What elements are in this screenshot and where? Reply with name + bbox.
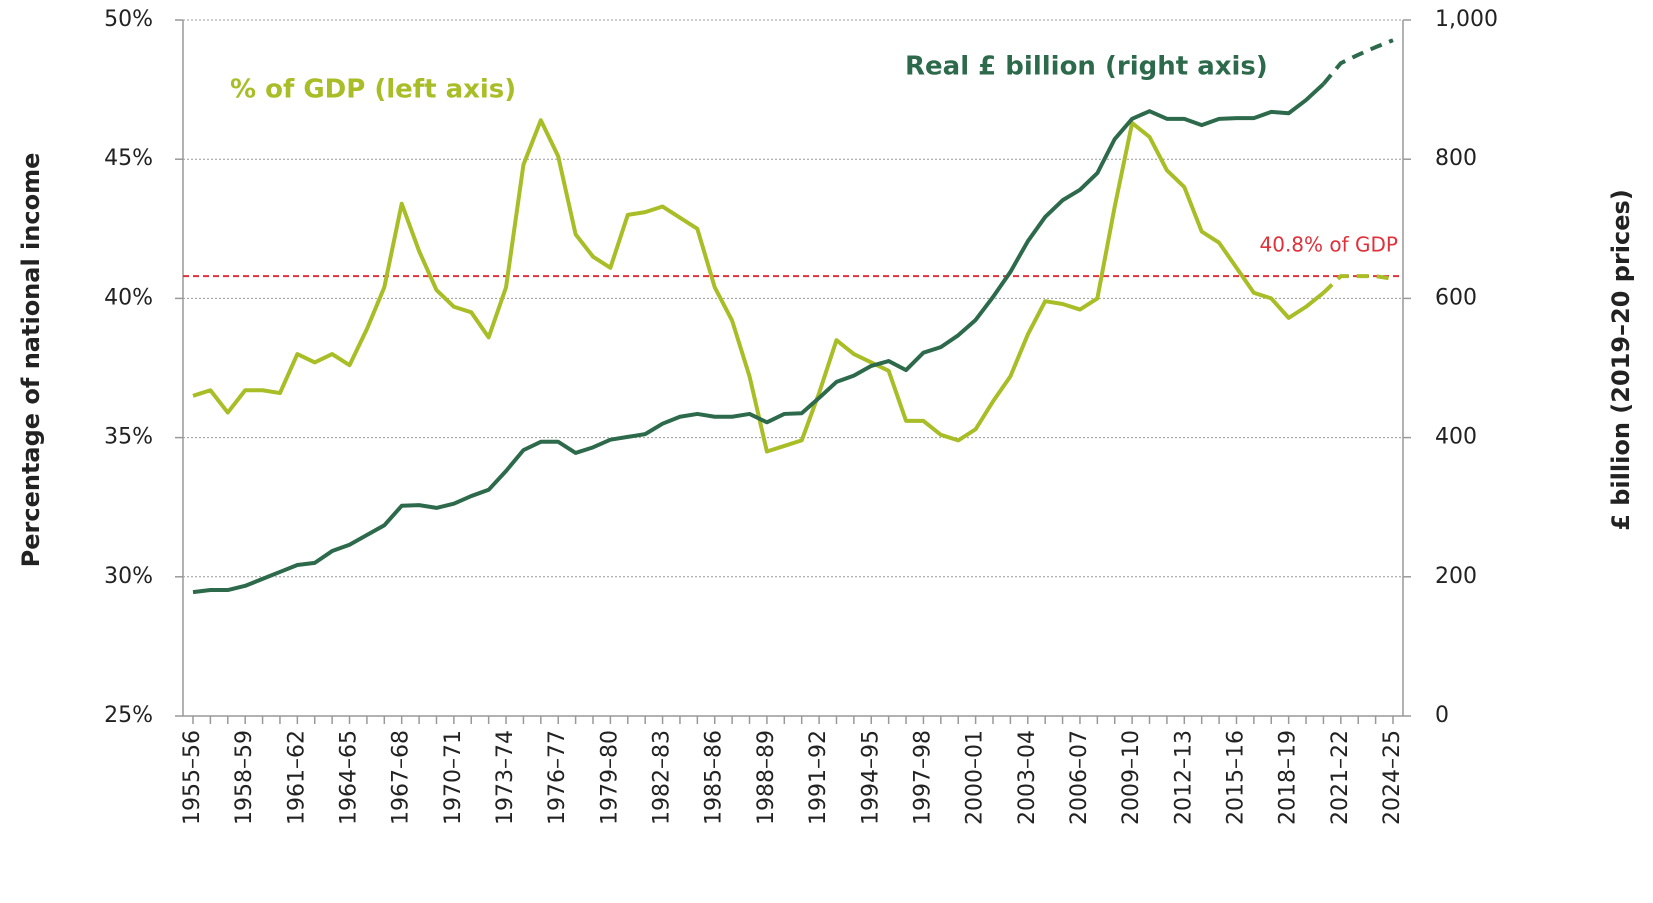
x-tick-label: 1982–83 <box>650 730 675 825</box>
y-tick-label: 50% <box>104 7 153 32</box>
series-line-dashed <box>1322 274 1394 295</box>
series-line <box>192 82 1325 595</box>
x-tick-label: 1973–74 <box>493 730 518 825</box>
x-tick-label: 1967–68 <box>389 730 414 825</box>
x-tick-label: 2009–10 <box>1119 730 1144 825</box>
series-label: % of GDP (left axis) <box>230 75 516 105</box>
x-tick-label: 1976–77 <box>545 730 570 825</box>
y-tick-label: 45% <box>104 146 153 171</box>
series-line-dashed <box>1321 38 1394 86</box>
y2-axis-title: £ billion (2019–20 prices) <box>1607 189 1635 531</box>
y-tick-label: 25% <box>104 703 153 728</box>
x-tick-label: 2015–16 <box>1223 730 1248 825</box>
y2-tick-label: 0 <box>1435 703 1449 728</box>
x-tick-label: 1961–62 <box>284 730 309 825</box>
x-tick-label: 1991–92 <box>806 730 831 825</box>
y2-tick-label: 800 <box>1435 146 1477 171</box>
x-tick-label: 1970–71 <box>441 730 466 825</box>
x-tick-label: 2012–13 <box>1171 730 1196 825</box>
x-tick-label: 1958–59 <box>232 730 257 825</box>
y-tick-label: 35% <box>104 425 153 450</box>
y2-tick-label: 1,000 <box>1435 7 1498 32</box>
series-label: Real £ billion (right axis) <box>905 52 1268 82</box>
x-tick-label: 1985–86 <box>702 730 727 825</box>
y-axis-title: Percentage of national income <box>17 153 45 568</box>
y-tick-label: 40% <box>104 285 153 310</box>
x-tick-label: 2024–25 <box>1380 730 1405 825</box>
x-tick-label: 1979–80 <box>597 730 622 825</box>
x-tick-label: 1955–56 <box>180 730 205 825</box>
x-tick-label: 2021–22 <box>1328 730 1353 825</box>
y2-tick-label: 600 <box>1435 285 1477 310</box>
y2-tick-label: 400 <box>1435 425 1477 450</box>
x-tick-label: 2018–19 <box>1276 730 1301 825</box>
x-tick-label: 1988–89 <box>754 730 779 825</box>
x-tick-label: 1997–98 <box>910 730 935 825</box>
series-line <box>192 118 1325 454</box>
x-tick-label: 1994–95 <box>858 730 883 825</box>
y-tick-label: 30% <box>104 564 153 589</box>
y2-tick-label: 200 <box>1435 564 1477 589</box>
reference-label: 40.8% of GDP <box>1260 233 1399 257</box>
x-tick-label: 2006–07 <box>1067 730 1092 825</box>
x-tick-label: 2000–01 <box>963 730 988 825</box>
x-tick-label: 2003–04 <box>1015 730 1040 825</box>
x-tick-label: 1964–65 <box>337 730 362 825</box>
